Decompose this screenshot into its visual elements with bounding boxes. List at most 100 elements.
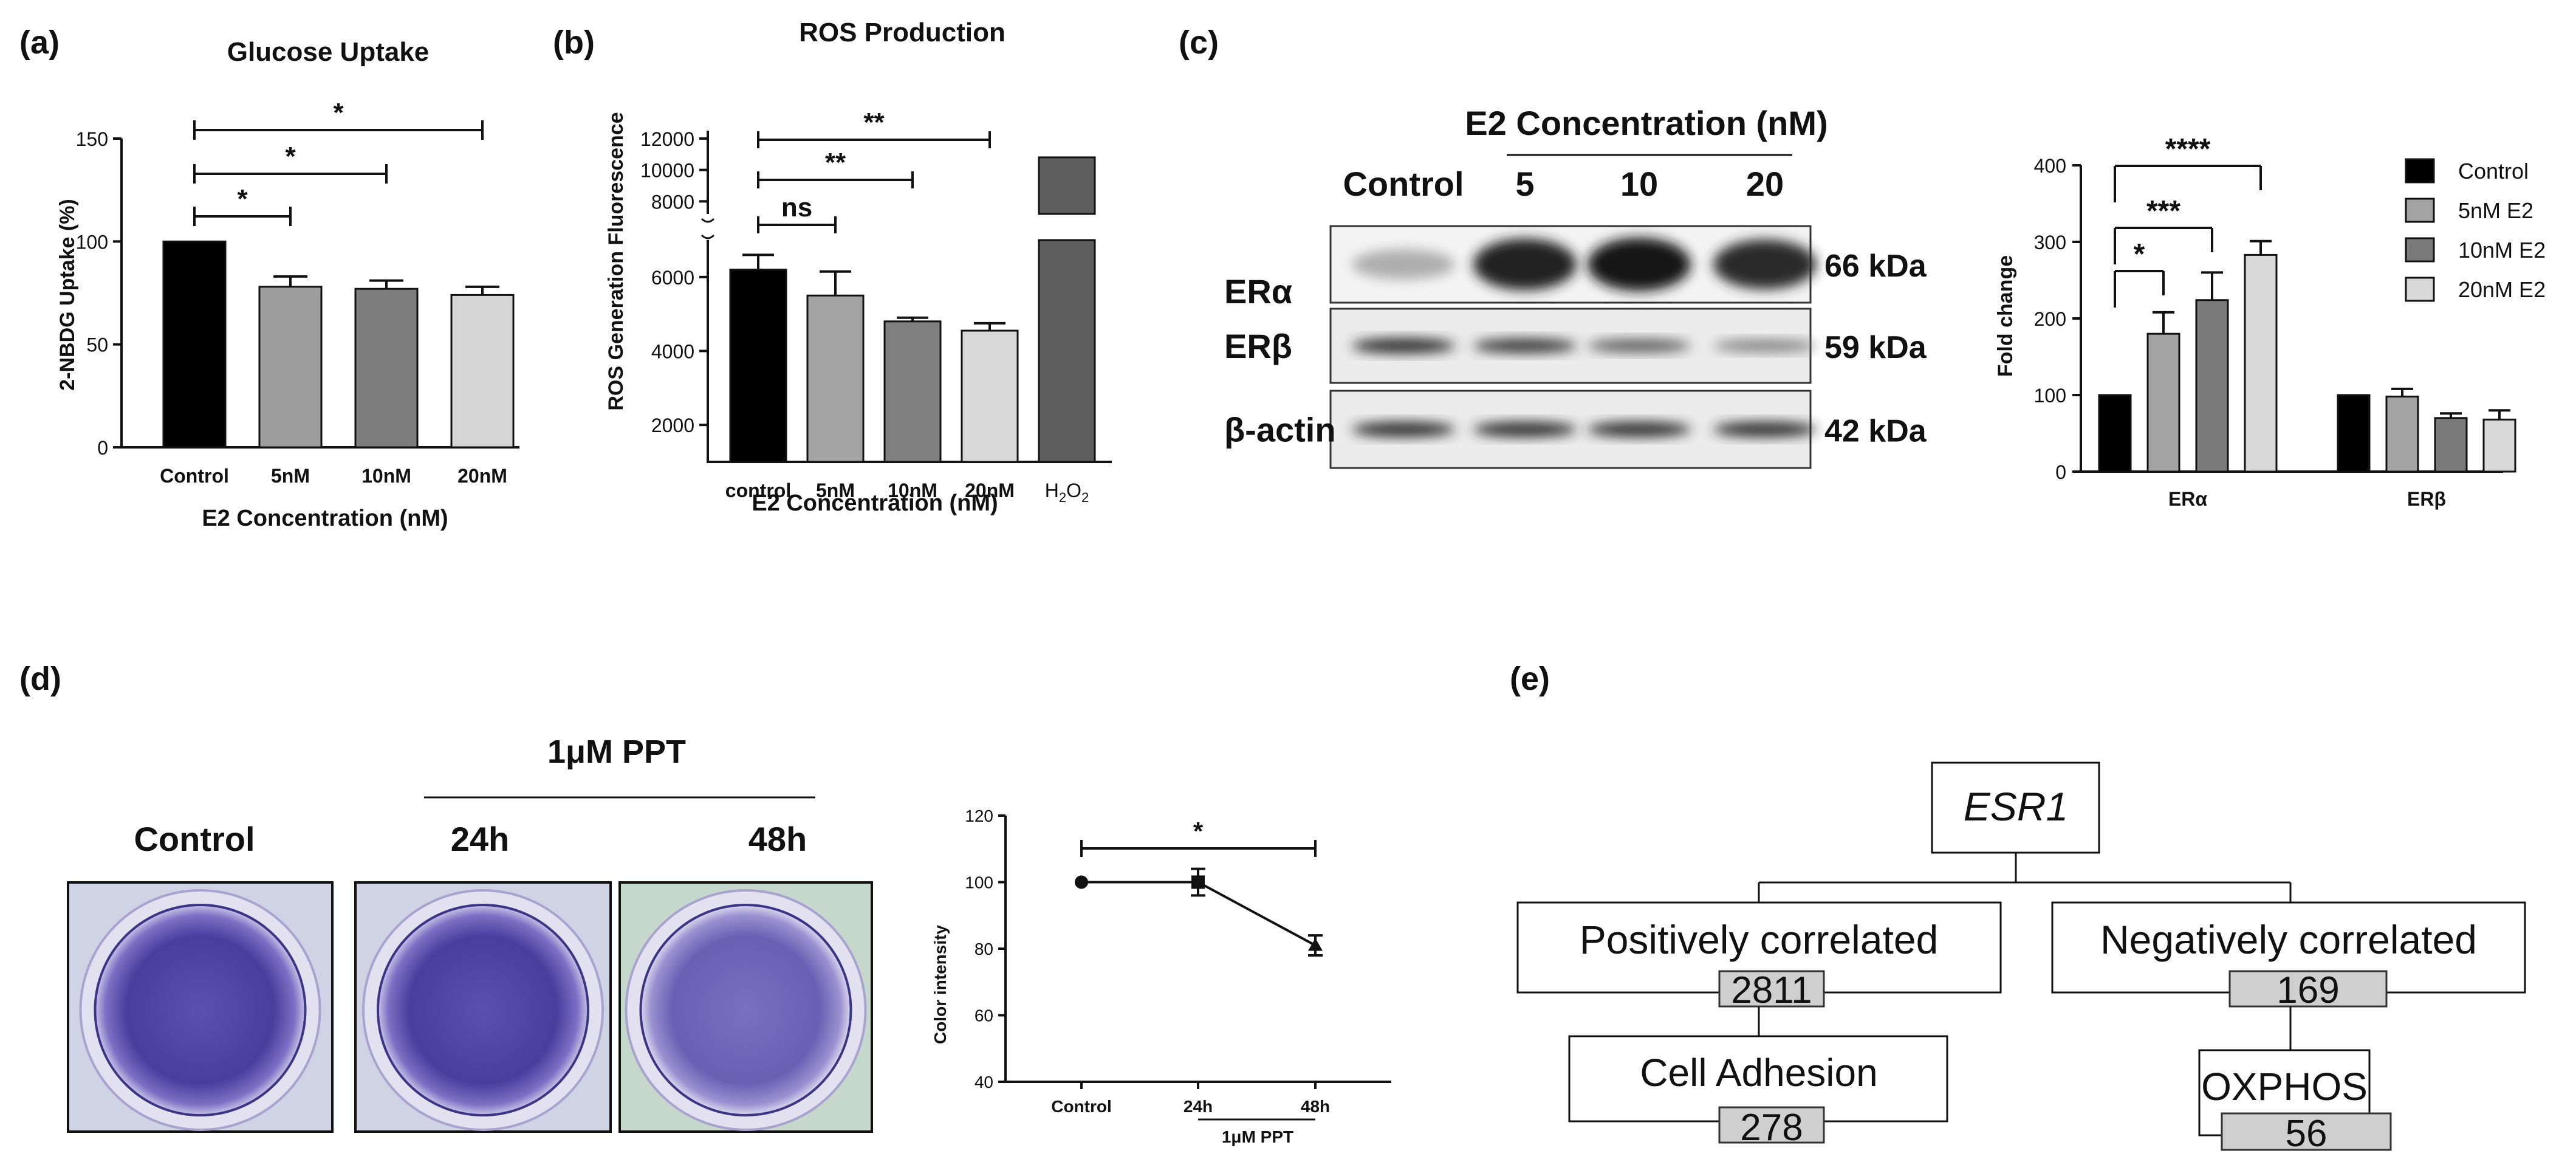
bar-control <box>2337 394 2371 473</box>
blot-band <box>1588 422 1691 437</box>
blot-rows: ERα 66 kDa ERβ 59 kDa β-actin 42 kDa <box>1224 225 1927 469</box>
significance-label: * <box>237 184 248 214</box>
bar-20nm <box>961 329 1019 463</box>
blot-row-label: β-actin <box>1224 411 1336 449</box>
legend-label: Control <box>2458 159 2529 184</box>
x-tick-label: Control <box>1051 1097 1112 1116</box>
significance-label: * <box>1193 817 1204 845</box>
tree-branch-label: Positively correlated <box>1580 917 1939 962</box>
bar-10nm <box>354 287 419 449</box>
blot-size-label: 59 kDa <box>1824 330 1927 365</box>
y-tick-label: 60 <box>975 1006 993 1025</box>
blot-size-label: 66 kDa <box>1824 249 1927 284</box>
x-tick-label: 20nM <box>457 465 507 487</box>
y-axis-label: Fold change <box>1994 255 2017 377</box>
bar-chart-a: 0 50 100 150 Control 5nM 10nM 20nM * * * <box>76 98 519 487</box>
panel-letter-c: (c) <box>1179 24 1219 61</box>
bar-20nm-e2 <box>2244 253 2278 473</box>
tree-count-tag <box>2228 970 2388 1008</box>
y-tick-label: 0 <box>2055 461 2066 483</box>
blot-lane-label: Control <box>1343 165 1464 203</box>
y-tick-label: 10000 <box>640 160 694 182</box>
blot-row-label: ERβ <box>1224 327 1292 365</box>
y-tick-label: 6000 <box>651 267 694 289</box>
legend-label: 5nM E2 <box>2458 198 2533 223</box>
x-tick-label: ERα <box>2168 488 2207 510</box>
significance-label: ** <box>863 108 885 137</box>
legend-swatch <box>2405 198 2435 223</box>
tree-count: 2811 <box>1731 969 1812 1011</box>
x-tick-label-h2o2: H2O2 <box>1045 480 1089 505</box>
legend-swatch <box>2405 158 2435 184</box>
y-axis-label: ROS Generation Fluorescence <box>605 112 628 410</box>
blot-band <box>1588 339 1691 352</box>
x-tick-label: 10nM <box>888 480 937 501</box>
blot-band <box>1588 238 1691 291</box>
tree-leaf-label: OXPHOS <box>2201 1065 2368 1109</box>
bar-5nm <box>258 286 323 449</box>
tree-leaf-label: Cell Adhesion <box>1640 1051 1877 1095</box>
y-tick-label: 100 <box>76 231 108 253</box>
bar-5nm <box>806 294 865 463</box>
x-tick-label: 5nM <box>816 480 855 501</box>
x-tick-label: ERβ <box>2407 488 2446 510</box>
bar-h2o2-upper <box>1038 156 1096 215</box>
chart-title: ROS Production <box>799 18 1005 47</box>
y-axis-label: 2-NBDG Uptake (%) <box>56 199 79 390</box>
tree-count: 278 <box>1740 1107 1803 1149</box>
x-tick-label: 20nM <box>965 480 1015 501</box>
x-axis-label: E2 Concentration (nM) <box>752 490 998 516</box>
blot-lane-label: 5 <box>1515 165 1534 203</box>
panel-letter-e: (e) <box>1510 661 1550 697</box>
x-axis-label: E2 Concentration (nM) <box>202 506 448 531</box>
tree-count-tag <box>1718 970 1825 1008</box>
y-tick-label: 12000 <box>640 128 694 150</box>
panel-letter-b: (b) <box>553 24 595 61</box>
stained-well-photos: Control 24h 48h <box>67 820 873 1133</box>
blot-row-label: ERα <box>1224 272 1292 311</box>
y-tick-label: 100 <box>2034 385 2066 407</box>
tree-branch-label: Negatively correlated <box>2100 917 2477 962</box>
x-tick-label: Control <box>160 465 229 487</box>
y-tick-label: 80 <box>975 940 993 958</box>
significance-label: **** <box>2165 133 2211 165</box>
blot-band <box>1713 239 1817 289</box>
significance-label: * <box>285 142 296 171</box>
panel-c-western-blot: (c) E2 Concentration (nM) Control 5 10 20 E… <box>1179 24 2546 510</box>
tree-count: 56 <box>2286 1113 2328 1155</box>
blot-band <box>1713 422 1817 437</box>
y-tick-label: 120 <box>965 806 993 825</box>
blot-band <box>1473 422 1577 437</box>
bar-10nm-e2 <box>2195 299 2229 473</box>
y-tick-label: 2000 <box>651 414 694 436</box>
legend-swatch <box>2405 237 2435 263</box>
bar-h2o2-lower <box>1038 239 1096 463</box>
tree-count-tag <box>1718 1106 1825 1144</box>
tree-root-label: ESR1 <box>1964 784 2068 829</box>
x-tick-label: 5nM <box>271 465 310 487</box>
bar-10nm <box>883 320 942 463</box>
y-tick-label: 150 <box>76 128 108 150</box>
x-tick-label: 10nM <box>361 465 411 487</box>
y-tick-label: 4000 <box>651 341 694 363</box>
data-point <box>1308 938 1323 951</box>
bar-chart-b: 2000 4000 6000 8000 10000 12000 control 5nM 10nM… <box>640 108 1112 505</box>
chart-title: Glucose Uptake <box>227 37 430 67</box>
blot-lane-label: 10 <box>1620 165 1658 203</box>
group-header: 1μM PPT <box>547 734 686 770</box>
y-tick-label: 100 <box>965 873 993 892</box>
significance-label: ** <box>825 148 846 177</box>
correlation-tree: ESR1 Positively correlated 2811 Cell Adhesi… <box>1516 762 2526 1155</box>
legend: Control 5nM E2 10nM E2 20nM E2 <box>2405 158 2546 302</box>
photo-label: 24h <box>451 820 510 858</box>
tree-count: 169 <box>2276 969 2339 1011</box>
panel-b-ros-production: (b) ROS Production ROS Generation Fluore… <box>553 18 1112 516</box>
panel-d-ppt-staining: (d) 1μM PPT Control 24h 48h Color intensit… <box>19 661 1391 1146</box>
x-tick-label: 48h <box>1301 1097 1330 1116</box>
blot-header: E2 Concentration (nM) <box>1465 104 1828 142</box>
panel-letter-a: (a) <box>19 24 60 61</box>
data-point <box>1191 875 1205 889</box>
significance-label: ns <box>781 193 812 222</box>
blot-band <box>1473 339 1577 353</box>
